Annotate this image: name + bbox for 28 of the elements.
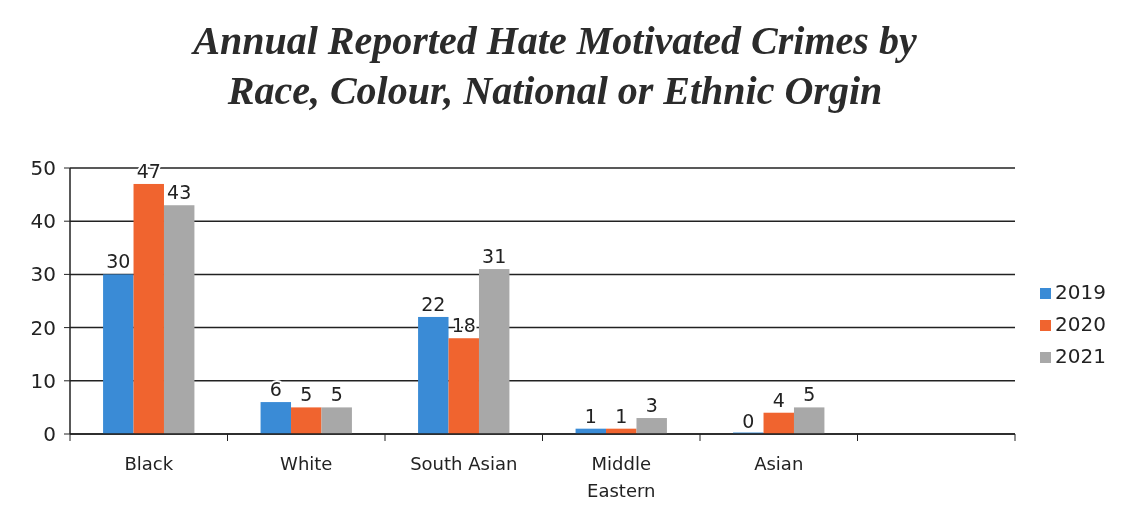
data-label: 6 [269,378,282,401]
x-tick-label: Middle Eastern [587,453,656,501]
data-label: 1 [584,404,597,427]
y-tick-label: 0 [43,422,56,446]
data-label: 31 [482,245,507,268]
data-label: 30 [106,250,131,273]
legend-label: 2021 [1055,344,1106,368]
data-label: 5 [803,383,816,406]
data-label: 5 [330,383,343,406]
data-label: 0 [742,410,755,432]
legend-label: 2019 [1055,280,1106,304]
data-label: 43 [167,181,192,204]
data-label: 4 [772,388,785,411]
y-tick-label: 30 [30,262,56,287]
chart-title: Annual Reported Hate Motivated Crimes by Race, Colour, National or Ethnic Orgin [190,18,917,113]
y-tick-label: 40 [30,209,56,234]
data-label: 5 [300,383,313,406]
x-tick-label: White [280,453,333,474]
legend-label: 2020 [1055,312,1106,336]
data-label: 22 [421,292,446,315]
data-label: 1 [615,404,628,427]
data-label: 3 [645,394,658,417]
y-tick-label: 50 [30,156,56,180]
x-tick-label: Black [124,453,174,474]
y-tick-label: 20 [30,315,56,340]
y-tick-label: 10 [30,368,56,393]
x-tick-label: South Asian [410,453,518,474]
x-tick-label: Asian [754,453,804,474]
